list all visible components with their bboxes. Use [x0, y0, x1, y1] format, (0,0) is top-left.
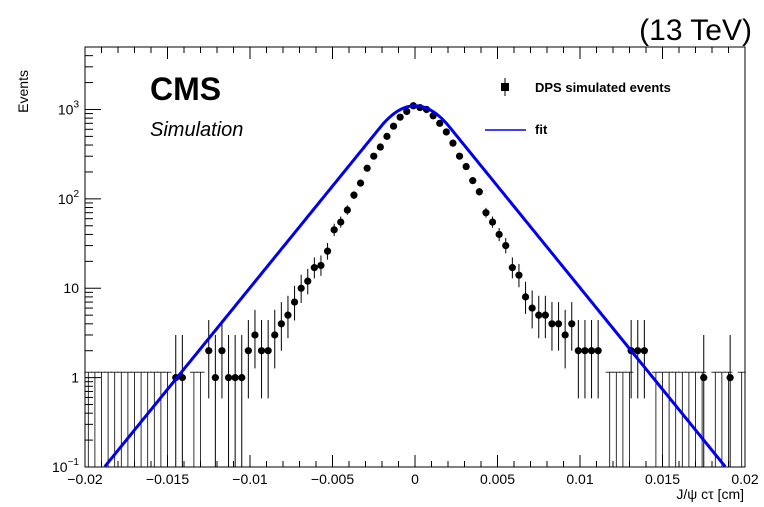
data-point	[495, 230, 503, 239]
y-axis-label: Events	[15, 70, 31, 113]
data-point	[304, 277, 312, 285]
x-tick-label: 0.01	[566, 471, 593, 487]
data-point	[290, 298, 299, 306]
data-point	[350, 191, 358, 199]
data-point	[508, 264, 516, 272]
data-point	[462, 162, 470, 171]
experiment-subtitle: Simulation	[150, 119, 243, 141]
data-point	[515, 271, 523, 279]
data-point	[317, 261, 325, 270]
data-point	[264, 347, 272, 355]
data-point	[502, 241, 510, 250]
data-point	[310, 264, 318, 272]
data-point	[561, 331, 569, 339]
data-point	[581, 347, 589, 355]
data-point	[442, 128, 450, 136]
x-tick-label: 0.005	[480, 471, 515, 487]
y-tick-label: 10−1	[52, 457, 79, 475]
experiment-name: CMS	[150, 71, 221, 107]
data-point	[700, 374, 708, 382]
data-point	[475, 188, 483, 196]
data-point	[587, 347, 596, 355]
data-point	[244, 347, 252, 355]
data-point	[541, 311, 549, 319]
data-point	[396, 113, 404, 121]
y-tick-label: 1	[71, 370, 79, 386]
data-point	[376, 143, 384, 151]
data-point	[535, 311, 543, 319]
data-point	[224, 374, 233, 382]
data-point	[640, 347, 648, 355]
y-tick-label: 10	[63, 280, 79, 296]
x-tick-label: −0.005	[311, 471, 354, 487]
data-point	[455, 152, 464, 160]
x-axis-ticks: −0.02 −0.015 −0.01 −0.005 0 0.005 0.01 0.015 0.0…	[67, 47, 759, 487]
data-point	[389, 122, 398, 130]
data-point	[337, 218, 345, 226]
data-point	[521, 293, 530, 301]
data-point	[178, 374, 186, 382]
data-point	[284, 311, 292, 319]
data-point	[277, 320, 285, 328]
data-point	[436, 119, 444, 127]
data-point	[726, 374, 734, 382]
y-tick-label: 103	[58, 99, 80, 117]
x-tick-label: 0	[411, 471, 419, 487]
data-point	[568, 320, 576, 328]
data-point	[488, 218, 497, 226]
data-point	[594, 347, 602, 355]
x-tick-label: −0.015	[146, 471, 189, 487]
y-axis-ticks: 10−1 1 10 102 103	[52, 46, 101, 475]
fit-curve	[103, 104, 727, 468]
data-point	[469, 177, 477, 185]
data-point	[330, 226, 338, 234]
legend-label-data: DPS simulated events	[535, 80, 671, 95]
data-point	[554, 320, 563, 328]
x-tick-label: 0.02	[731, 471, 758, 487]
data-point	[297, 284, 305, 292]
data-point	[271, 331, 279, 339]
data-point	[356, 179, 365, 187]
data-point	[383, 132, 391, 140]
x-tick-label: 0.015	[645, 471, 680, 487]
legend-marker-square	[501, 83, 509, 91]
data-point	[257, 347, 266, 355]
data-point	[363, 164, 371, 172]
x-tick-label: −0.02	[67, 471, 103, 487]
x-tick-label: −0.01	[232, 471, 268, 487]
data-point	[403, 107, 411, 116]
data-point	[238, 374, 246, 382]
legend-label-fit: fit	[535, 122, 548, 137]
data-point	[231, 374, 239, 382]
data-point	[323, 247, 332, 255]
data-point	[251, 331, 259, 339]
data-point	[574, 347, 582, 355]
data-point	[211, 374, 219, 382]
data-point	[343, 206, 351, 214]
data-point	[548, 320, 556, 328]
data-point	[634, 347, 642, 355]
data-point	[370, 152, 378, 160]
data-point	[449, 139, 457, 147]
data-point	[482, 209, 490, 217]
data-point	[218, 347, 226, 355]
data-point	[528, 304, 536, 312]
y-tick-label: 102	[58, 189, 80, 207]
x-axis-label: J/ψ cτ [cm]	[676, 486, 744, 502]
data-point	[205, 347, 213, 355]
legend: DPS simulated events fit	[485, 78, 671, 137]
energy-label: (13 TeV)	[639, 14, 752, 47]
